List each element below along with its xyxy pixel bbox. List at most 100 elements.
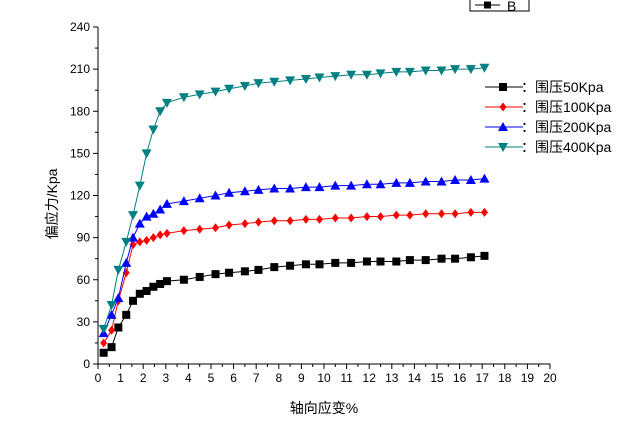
data-point [362, 257, 371, 266]
data-point [450, 65, 461, 75]
data-point [361, 179, 372, 189]
data-point [286, 261, 295, 270]
y-tick-label: 210 [70, 62, 90, 76]
data-point [314, 182, 325, 192]
x-tick-label: 6 [230, 371, 237, 385]
data-point [436, 66, 447, 76]
legend-item: ：围压400Kpa [485, 139, 611, 155]
data-point [254, 217, 262, 227]
data-point [479, 173, 490, 183]
data-point [346, 70, 357, 80]
data-point [210, 190, 221, 200]
x-tick-label: 3 [162, 371, 169, 385]
data-point [211, 270, 220, 279]
data-point [285, 183, 296, 193]
x-tick-label: 16 [453, 371, 467, 385]
x-tick-label: 2 [140, 371, 147, 385]
data-point [420, 66, 431, 76]
data-point [300, 74, 311, 84]
data-point [300, 182, 311, 192]
top-legend: B [469, 0, 530, 14]
x-tick-label: 7 [253, 371, 260, 385]
series-line [103, 255, 485, 354]
data-point [136, 237, 144, 247]
legend-marker [498, 122, 508, 131]
data-point [134, 218, 145, 228]
data-point [240, 267, 249, 276]
series-line [103, 67, 485, 330]
data-point [270, 263, 279, 272]
data-point [241, 219, 249, 229]
data-point [161, 98, 172, 108]
series-3 [98, 173, 490, 338]
data-point [129, 296, 138, 305]
data-point [405, 256, 414, 265]
data-point [179, 275, 188, 284]
legend-item: ：围压100Kpa [485, 99, 611, 115]
data-point [254, 265, 263, 274]
data-point [376, 257, 385, 266]
series-line [103, 178, 485, 334]
data-point [239, 186, 250, 196]
data-point [128, 211, 139, 221]
legend: ：围压50Kpa ：围压100Kpa ：围压200Kpa ：围压400Kpa [485, 79, 611, 155]
data-point [155, 107, 166, 117]
legend-marker [498, 143, 508, 152]
data-point [180, 226, 188, 236]
y-tick-label: 150 [70, 146, 90, 160]
data-point [162, 277, 171, 286]
y-tick-label: 240 [70, 20, 90, 34]
data-point [420, 176, 431, 186]
data-point [465, 175, 476, 185]
data-point [450, 175, 461, 185]
data-point [422, 209, 430, 219]
data-point [113, 293, 124, 303]
data-point [466, 253, 475, 262]
data-point [465, 65, 476, 75]
data-point [480, 207, 488, 217]
data-point [270, 216, 278, 226]
data-point [121, 237, 132, 247]
data-point [253, 184, 264, 194]
data-point [210, 87, 221, 97]
data-point [375, 69, 386, 79]
data-point [121, 257, 132, 267]
series-1 [99, 251, 489, 357]
legend-item: ：围压200Kpa [485, 119, 611, 135]
data-point [98, 324, 109, 334]
data-point [437, 254, 446, 263]
data-point [363, 212, 371, 222]
data-point [480, 251, 489, 260]
data-point [347, 213, 355, 223]
data-point [301, 260, 310, 269]
x-tick-label: 17 [476, 371, 490, 385]
data-point [347, 258, 356, 267]
top-legend-label: B [507, 0, 516, 14]
x-tick-label: 13 [385, 371, 399, 385]
data-point [391, 67, 402, 77]
data-point [438, 209, 446, 219]
data-point [155, 204, 166, 214]
data-point [331, 258, 340, 267]
data-point [331, 213, 339, 223]
y-tick-label: 120 [70, 189, 90, 203]
data-point [315, 214, 323, 224]
data-point [314, 73, 325, 83]
data-point [269, 183, 280, 193]
data-point [148, 125, 159, 135]
legend-item: ：围压50Kpa [485, 79, 604, 95]
x-tick-label: 8 [275, 371, 282, 385]
data-point [391, 177, 402, 187]
x-tick-label: 0 [95, 371, 102, 385]
data-point [141, 211, 152, 221]
data-point [196, 224, 204, 234]
x-tick-label: 18 [498, 371, 512, 385]
data-point [178, 93, 189, 103]
x-tick-label: 11 [340, 371, 353, 385]
data-point [239, 81, 250, 91]
data-point [285, 76, 296, 86]
data-point [225, 268, 234, 277]
data-point [143, 235, 151, 245]
data-point [141, 149, 152, 159]
data-point [404, 67, 415, 77]
